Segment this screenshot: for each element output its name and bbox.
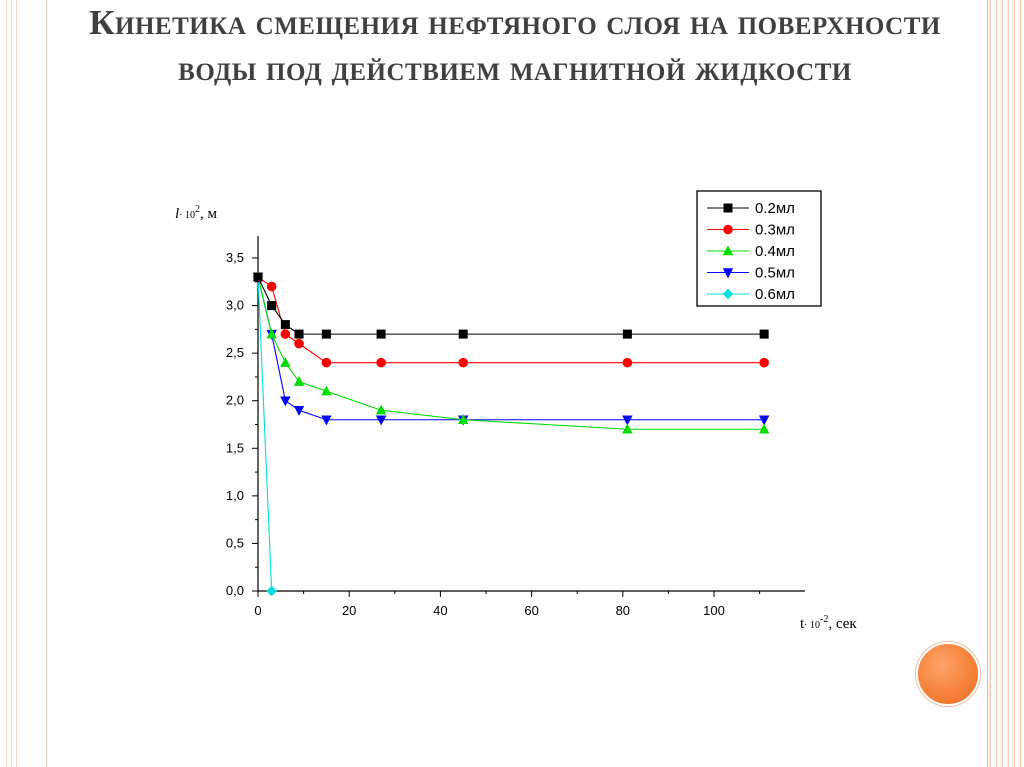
- data-point: [280, 320, 290, 330]
- data-point: [321, 385, 332, 396]
- data-point: [266, 328, 277, 339]
- y-tick-label: 1,5: [226, 440, 244, 455]
- data-point: [293, 375, 305, 386]
- data-point: [622, 415, 633, 426]
- x-axis-label: t· 10-2, сек: [800, 614, 857, 632]
- legend-marker: [723, 224, 733, 235]
- data-point: [758, 423, 770, 434]
- data-point: [280, 356, 291, 367]
- data-point: [280, 396, 291, 407]
- data-point: [458, 329, 468, 339]
- data-point: [266, 585, 277, 597]
- data-point: [375, 404, 387, 415]
- series-0.4мл: [252, 271, 770, 434]
- data-point: [294, 329, 304, 339]
- x-tick-label: 100: [703, 603, 725, 618]
- data-point: [321, 415, 332, 426]
- data-point: [293, 406, 305, 416]
- chart-axes: 0,0 0,5 1,0 1,5 2,0 2,5 3,0 3,5 0 20 40 60 80 100: [226, 236, 805, 618]
- x-tick-label: 40: [433, 603, 447, 618]
- y-tick-label: 3,5: [226, 250, 244, 265]
- chart-axis-labels: l· 102, м t· 10-2, сек: [175, 204, 857, 632]
- legend-marker: [722, 288, 734, 300]
- data-point: [758, 415, 770, 426]
- y-tick-label: 2,0: [226, 393, 244, 408]
- y-tick-label: 1,0: [226, 488, 244, 503]
- chart-legend: 0.2мл 0.3мл 0.4мл 0.5мл 0.6мл: [696, 190, 822, 307]
- chart-series: [252, 271, 770, 597]
- data-point: [253, 272, 263, 282]
- data-point: [622, 423, 633, 434]
- right-frame-decoration: [987, 0, 1024, 767]
- x-tick-label: 20: [342, 603, 356, 618]
- legend-label: 0.6мл: [755, 286, 795, 303]
- series-0.6мл: [252, 271, 277, 597]
- x-tick-label: 80: [616, 603, 630, 618]
- slide-title: Кинетика смещения нефтяного слоя на пове…: [89, 3, 941, 88]
- data-point: [321, 329, 331, 339]
- series-0.3мл: [253, 272, 769, 368]
- legend-marker: [722, 245, 734, 256]
- data-point: [759, 329, 769, 339]
- legend-box: [696, 190, 822, 307]
- legend-label: 0.5мл: [755, 265, 795, 282]
- x-tick-label: 0: [254, 603, 261, 618]
- legend-label: 0.4мл: [755, 243, 795, 260]
- decorative-orange-circle: [916, 642, 980, 706]
- data-point: [376, 329, 386, 339]
- legend-marker: [723, 203, 733, 213]
- series-line: [257, 276, 765, 335]
- left-frame-decoration: [0, 0, 47, 767]
- series-0.2мл: [253, 272, 769, 339]
- y-tick-label: 2,5: [226, 345, 244, 360]
- y-axis-label: l· 102, м: [175, 204, 218, 222]
- x-tick-label: 60: [524, 603, 538, 618]
- data-point: [622, 329, 632, 339]
- y-tick-label: 0,0: [226, 583, 244, 598]
- y-tick-label: 3,0: [226, 298, 244, 313]
- data-point: [622, 357, 633, 368]
- legend-label: 0.3мл: [755, 222, 795, 239]
- data-point: [375, 415, 387, 426]
- series-line: [257, 276, 765, 430]
- series-line: [257, 276, 765, 364]
- series-0.5мл: [252, 272, 770, 426]
- data-point: [294, 338, 304, 349]
- data-point: [458, 357, 469, 368]
- data-point: [321, 357, 332, 368]
- series-line: [257, 276, 765, 421]
- data-point: [267, 301, 277, 311]
- data-point: [759, 357, 769, 368]
- legend-marker: [722, 268, 734, 279]
- series-line: [257, 277, 273, 592]
- y-tick-label: 0,5: [226, 535, 244, 550]
- legend-label: 0.2мл: [755, 200, 795, 217]
- data-point: [280, 329, 291, 339]
- data-point: [376, 357, 386, 368]
- data-point: [458, 414, 469, 424]
- data-point: [266, 281, 277, 292]
